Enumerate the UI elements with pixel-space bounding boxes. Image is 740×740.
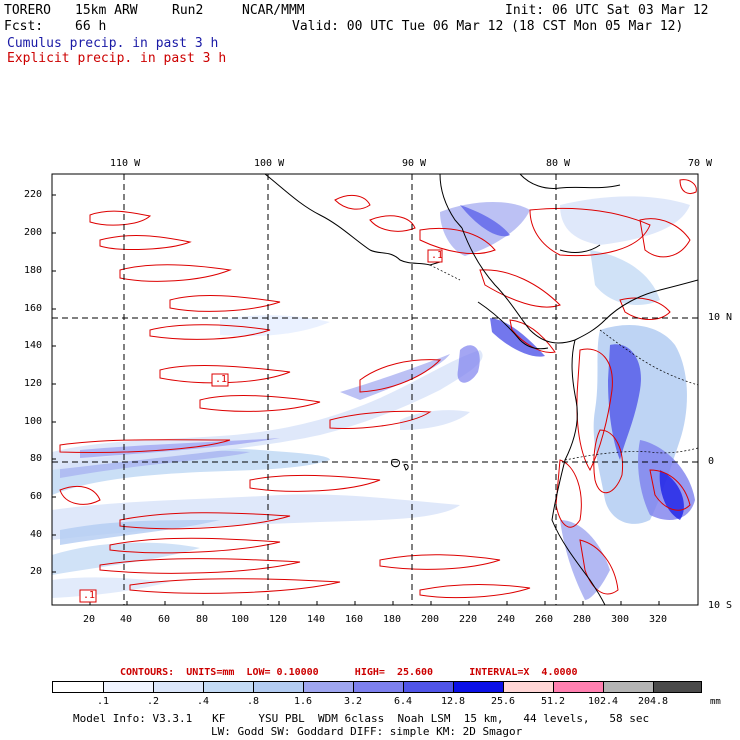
colorbar-cell-5 xyxy=(253,681,304,693)
colorbar-label-0.8: .8 xyxy=(246,696,260,707)
x-tick-320: 320 xyxy=(649,614,668,625)
colorbar-cell-2 xyxy=(103,681,154,693)
colorbar-cell-13 xyxy=(653,681,702,693)
x-tick-280: 280 xyxy=(573,614,592,625)
x-tick-240: 240 xyxy=(497,614,516,625)
y-tick-140: 140 xyxy=(24,340,43,351)
contour-label-box-1 xyxy=(427,249,443,263)
model-resolution: 15km ARW xyxy=(75,3,138,18)
model-info-line: Model Info: V3.3.1 KF YSU PBL WDM 6class… xyxy=(73,712,650,725)
colorbar-label-204.8: 204.8 xyxy=(637,696,669,707)
y-tick-200: 200 xyxy=(24,227,43,238)
lon-label-90w: 90 W xyxy=(402,158,427,169)
contour-label-1: .1 xyxy=(431,250,444,261)
y-tick-20: 20 xyxy=(30,566,43,577)
left-axis-ticks xyxy=(52,194,56,573)
colorbar-cell-1 xyxy=(52,681,104,693)
org-label: NCAR/MMM xyxy=(242,3,305,18)
colorbar-units: mm xyxy=(710,697,721,707)
lon-label-70w: 70 W xyxy=(688,158,713,169)
bottom-axis-ticks xyxy=(89,601,660,605)
colorbar-label-1.6: 1.6 xyxy=(293,696,313,707)
y-tick-40: 40 xyxy=(30,529,43,540)
explicit-legend: Explicit precip. in past 3 h xyxy=(7,51,227,66)
colorbar-cell-12 xyxy=(603,681,654,693)
colorbar-label-0.1: .1 xyxy=(96,696,110,707)
y-tick-60: 60 xyxy=(30,491,43,502)
colorbar-cell-4 xyxy=(203,681,254,693)
colorbar-label-0.4: .4 xyxy=(196,696,210,707)
lon-label-110w: 110 W xyxy=(110,158,141,169)
x-tick-120: 120 xyxy=(269,614,288,625)
colorbar-label-25.6: 25.6 xyxy=(490,696,516,707)
y-tick-100: 100 xyxy=(24,416,43,427)
explicit-precip-contours xyxy=(59,179,697,599)
x-tick-200: 200 xyxy=(421,614,440,625)
x-tick-160: 160 xyxy=(345,614,364,625)
colorbar-label-12.8: 12.8 xyxy=(440,696,466,707)
x-tick-260: 260 xyxy=(535,614,554,625)
lat-label-0: 0 xyxy=(708,456,715,467)
coastlines xyxy=(264,174,698,605)
contour-label-3: .1 xyxy=(83,590,96,601)
x-tick-100: 100 xyxy=(231,614,250,625)
colorbar-label-3.2: 3.2 xyxy=(343,696,363,707)
colorbar-cell-3 xyxy=(153,681,204,693)
colorbar-label-6.4: 6.4 xyxy=(393,696,413,707)
colorbar-label-0.2: .2 xyxy=(146,696,160,707)
cumulus-legend: Cumulus precip. in past 3 h xyxy=(7,36,219,51)
x-tick-300: 300 xyxy=(611,614,630,625)
lon-label-100w: 100 W xyxy=(254,158,285,169)
contour-label-2: .1 xyxy=(215,374,228,385)
lat-label-10n: 10 N xyxy=(708,312,733,323)
lat-label-10s: 10 S xyxy=(708,600,733,611)
y-tick-160: 160 xyxy=(24,303,43,314)
physics-info-line: LW: Godd SW: Goddard DIFF: simple KM: 2D… xyxy=(211,725,523,738)
init-time: Init: 06 UTC Sat 03 Mar 12 xyxy=(505,3,709,18)
model-name: TORERO xyxy=(4,3,51,18)
x-tick-220: 220 xyxy=(459,614,478,625)
y-tick-120: 120 xyxy=(24,378,43,389)
colorbar-label-102.4: 102.4 xyxy=(587,696,619,707)
country-borders xyxy=(429,264,698,461)
colorbar-cell-10 xyxy=(503,681,554,693)
y-tick-180: 180 xyxy=(24,265,43,276)
map-frame xyxy=(51,173,699,606)
x-tick-140: 140 xyxy=(307,614,326,625)
contours-info: CONTOURS: UNITS=mm LOW= 0.10000 HIGH= 25… xyxy=(120,667,578,678)
forecast-hour: 66 h xyxy=(75,19,107,34)
forecast-label: Fcst: xyxy=(4,19,44,34)
y-tick-80: 80 xyxy=(30,453,43,464)
x-tick-20: 20 xyxy=(83,614,96,625)
contour-label-box-2 xyxy=(211,373,229,387)
colorbar-cell-8 xyxy=(403,681,454,693)
colorbar-label-51.2: 51.2 xyxy=(540,696,566,707)
colorbar-cell-11 xyxy=(553,681,604,693)
latlon-grid xyxy=(52,174,698,605)
colorbar-cell-7 xyxy=(353,681,404,693)
x-tick-180: 180 xyxy=(383,614,402,625)
valid-time: Valid: 00 UTC Tue 06 Mar 12 (18 CST Mon … xyxy=(292,19,684,34)
x-tick-60: 60 xyxy=(158,614,171,625)
colorbar-cell-6 xyxy=(303,681,354,693)
y-tick-220: 220 xyxy=(24,189,43,200)
x-tick-80: 80 xyxy=(196,614,209,625)
contour-label-box-3 xyxy=(79,589,97,603)
colorbar-cell-9 xyxy=(453,681,504,693)
x-tick-40: 40 xyxy=(120,614,133,625)
lon-label-80w: 80 W xyxy=(546,158,571,169)
run-label: Run2 xyxy=(172,3,204,18)
